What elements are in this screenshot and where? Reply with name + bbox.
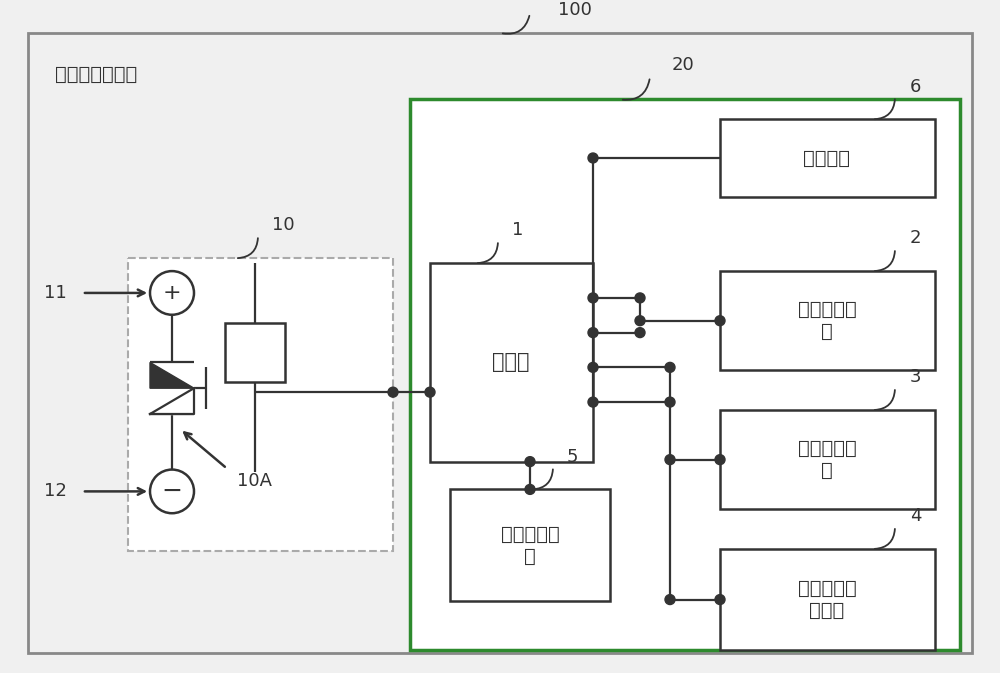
Text: 处理器: 处理器 [492, 353, 530, 372]
Circle shape [665, 397, 675, 407]
Text: 1: 1 [512, 221, 523, 240]
Text: 100: 100 [558, 1, 592, 19]
Circle shape [425, 387, 435, 397]
Text: 11: 11 [44, 284, 67, 302]
Bar [720, 549, 935, 650]
Text: 电压采集单
元: 电压采集单 元 [798, 300, 856, 341]
Text: +: + [163, 283, 181, 303]
Bar [720, 271, 935, 370]
Circle shape [635, 316, 645, 326]
Circle shape [588, 362, 598, 372]
Polygon shape [150, 362, 194, 388]
Text: 2: 2 [910, 229, 922, 248]
Circle shape [665, 362, 675, 372]
Circle shape [588, 153, 598, 163]
Circle shape [388, 387, 398, 397]
Polygon shape [150, 388, 194, 414]
Circle shape [665, 595, 675, 604]
Circle shape [588, 328, 598, 338]
Circle shape [150, 470, 194, 513]
Text: 充放电控制装置: 充放电控制装置 [55, 65, 137, 83]
Text: 通讯接口: 通讯接口 [804, 149, 850, 168]
Circle shape [588, 293, 598, 303]
Circle shape [715, 455, 725, 464]
Text: 10A: 10A [237, 472, 272, 491]
Bar [720, 410, 935, 509]
Text: −: − [162, 479, 182, 503]
Bar [720, 119, 935, 197]
Bar [128, 258, 393, 551]
Circle shape [715, 316, 725, 326]
Text: 4: 4 [910, 507, 922, 525]
Text: 6: 6 [910, 77, 921, 96]
Circle shape [525, 485, 535, 495]
Text: 5: 5 [567, 448, 578, 466]
Text: 内部温度采
集单元: 内部温度采 集单元 [798, 579, 856, 620]
Circle shape [588, 397, 598, 407]
Circle shape [525, 457, 535, 466]
Circle shape [150, 271, 194, 315]
Text: 12: 12 [44, 483, 67, 501]
Text: 10: 10 [272, 217, 295, 234]
Bar [450, 489, 610, 600]
Circle shape [715, 595, 725, 604]
Circle shape [635, 293, 645, 303]
Text: 20: 20 [672, 56, 695, 73]
Text: 数据存储单
元: 数据存储单 元 [501, 524, 559, 565]
Circle shape [635, 328, 645, 338]
Bar [225, 322, 285, 382]
Circle shape [665, 455, 675, 464]
Text: 电流采集单
元: 电流采集单 元 [798, 439, 856, 480]
Bar [410, 100, 960, 650]
Text: 3: 3 [910, 368, 922, 386]
Bar [430, 263, 593, 462]
